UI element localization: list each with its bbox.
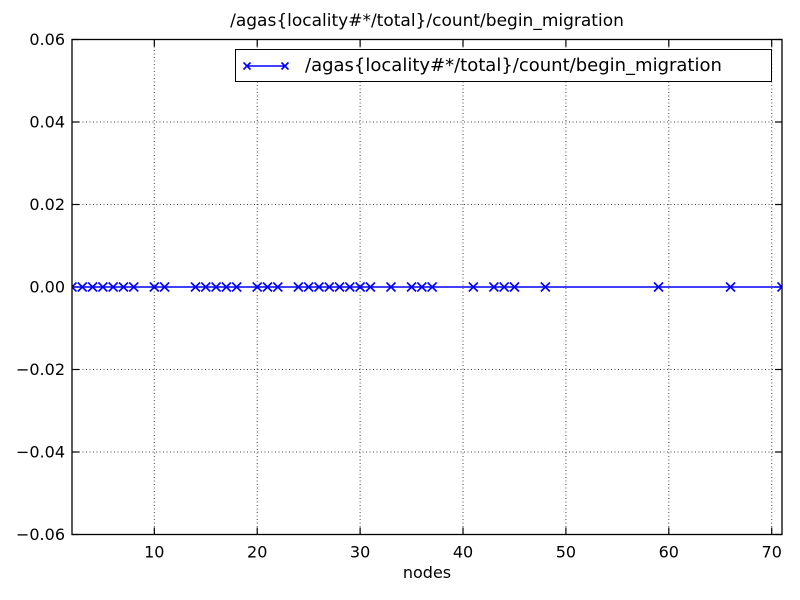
y-tick-label: −0.02 (16, 360, 65, 379)
data-marker (427, 281, 438, 293)
data-marker (324, 281, 335, 293)
x-tick-label: 20 (247, 543, 267, 562)
data-marker (87, 281, 98, 293)
legend-box: /agas{locality#*/total}/count/begin_migr… (235, 49, 772, 82)
data-marker (653, 281, 664, 293)
data-marker (159, 281, 170, 293)
data-marker (252, 281, 263, 293)
y-tick-label: 0.02 (29, 195, 65, 214)
y-tick-label: 0.04 (29, 113, 65, 132)
data-marker (385, 281, 397, 293)
y-tick-label: 0.06 (29, 30, 65, 49)
legend-line-sample (243, 61, 289, 70)
data-marker (488, 281, 499, 293)
data-marker (776, 281, 782, 293)
data-marker (499, 281, 510, 293)
x-tick-label: 60 (659, 543, 679, 562)
x-axis-label: nodes (402, 563, 452, 582)
data-marker (210, 281, 222, 293)
chart-title: /agas{locality#*/total}/count/begin_migr… (230, 11, 624, 31)
data-marker (540, 281, 551, 293)
data-marker (303, 281, 314, 293)
y-tick-label: −0.06 (16, 525, 65, 544)
data-marker (149, 281, 160, 293)
legend-entry-label: /agas{locality#*/total}/count/begin_migr… (305, 55, 722, 76)
data-marker (293, 281, 304, 293)
data-marker (334, 281, 345, 293)
axes-spines (71, 38, 783, 536)
data-marker (190, 281, 201, 293)
data-marker (344, 281, 355, 293)
data-marker (416, 281, 427, 293)
data-marker (468, 281, 479, 293)
data-marker (231, 281, 242, 293)
data-marker (200, 281, 211, 293)
data-marker (509, 281, 520, 293)
data-marker (221, 281, 232, 293)
x-tick-label: 50 (556, 543, 576, 562)
data-marker (77, 281, 88, 293)
data-marker (118, 281, 129, 293)
data-marker (97, 281, 108, 293)
x-tick-label: 70 (762, 543, 782, 562)
data-marker (262, 281, 273, 293)
data-marker (365, 281, 376, 293)
data-marker (128, 281, 139, 293)
y-tick-label: 0.00 (29, 278, 65, 297)
x-tick-label: 10 (144, 543, 164, 562)
data-marker (272, 281, 283, 293)
data-marker (72, 281, 78, 293)
series-group (72, 281, 782, 293)
data-marker (313, 281, 325, 293)
x-tick-label: 30 (350, 543, 370, 562)
data-marker (406, 281, 417, 293)
data-marker (725, 281, 736, 293)
y-tick-label: −0.04 (16, 443, 65, 462)
x-tick-label: 40 (453, 543, 473, 562)
data-marker (108, 281, 119, 293)
data-marker (355, 281, 366, 293)
